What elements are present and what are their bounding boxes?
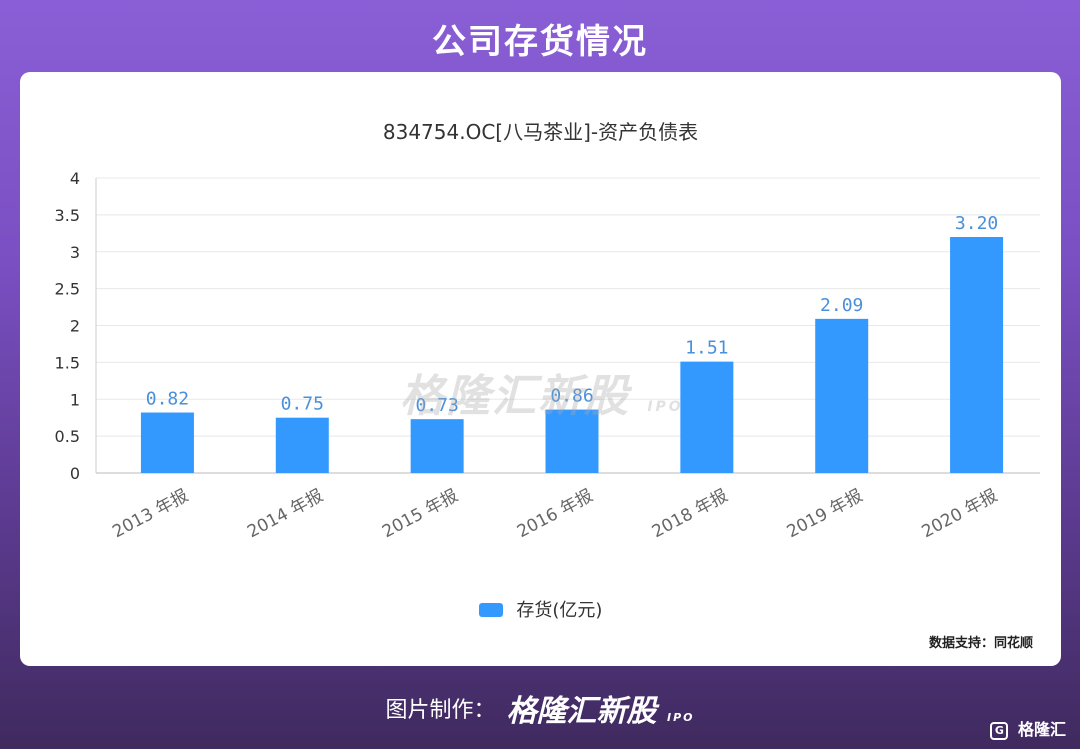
y-tick-label: 1.5 (55, 353, 80, 372)
data-label: 3.20 (955, 213, 998, 234)
footer-logo: 格隆汇新股 IPO (507, 694, 695, 729)
corner-logo-text: 格隆汇 (1017, 720, 1066, 739)
bar (140, 412, 194, 473)
legend-swatch (478, 602, 503, 617)
y-tick-label: 4 (70, 169, 80, 188)
x-tick-label: 2020 年报 (919, 486, 1001, 542)
bar (275, 417, 329, 473)
data-label: 0.75 (281, 394, 324, 415)
footer-logo-text: 格隆汇新股 (506, 694, 657, 729)
x-tick-label: 2014 年报 (244, 486, 326, 542)
x-tick-label: 2013 年报 (109, 486, 191, 542)
legend-label: 存货(亿元) (516, 600, 603, 621)
data-label: 0.73 (415, 395, 458, 416)
x-tick-label: 2018 年报 (649, 486, 731, 542)
chart-card: 0 0.5 1 1.5 2 2.5 3 3.5 4 0.82 2013 年报 0.75 2014 年报 0… (20, 72, 1061, 666)
bar-chart: 0 0.5 1 1.5 2 2.5 3 3.5 4 0.82 2013 年报 0.75 2014 年报 0… (55, 169, 1040, 542)
bar (950, 237, 1004, 473)
corner-logo: G 格隆汇 (990, 716, 1066, 740)
data-label: 0.82 (146, 389, 189, 410)
data-label: 1.51 (685, 338, 728, 359)
footer: 图片制作： 格隆汇新股 IPO (0, 686, 1080, 736)
y-tick-label: 0 (70, 464, 80, 483)
y-tick-label: 1 (70, 390, 80, 409)
data-label: 0.86 (550, 386, 593, 407)
y-tick-label: 3 (70, 243, 80, 262)
y-tick-label: 3.5 (55, 206, 80, 225)
chart-title: 834754.OC[八马茶业]-资产负债表 (382, 120, 699, 144)
footer-label: 图片制作： (385, 698, 496, 723)
logo-g-icon: G (990, 721, 1009, 740)
bar (680, 361, 734, 473)
footer-logo-sub: IPO (667, 711, 695, 724)
x-tick-label: 2019 年报 (784, 486, 866, 542)
legend[interactable]: 存货(亿元) (20, 596, 1061, 622)
y-tick-label: 0.5 (55, 427, 80, 446)
x-tick-label: 2016 年报 (514, 486, 596, 542)
x-tick-label: 2015 年报 (379, 486, 461, 542)
bar (410, 419, 464, 473)
bar (545, 409, 599, 473)
y-tick-label: 2 (70, 317, 80, 336)
y-tick-label: 2.5 (55, 280, 80, 299)
page-title: 公司存货情况 (432, 22, 648, 62)
bar (815, 318, 869, 473)
data-label: 2.09 (820, 295, 863, 316)
data-source: 数据支持：同花顺 (928, 636, 1033, 651)
